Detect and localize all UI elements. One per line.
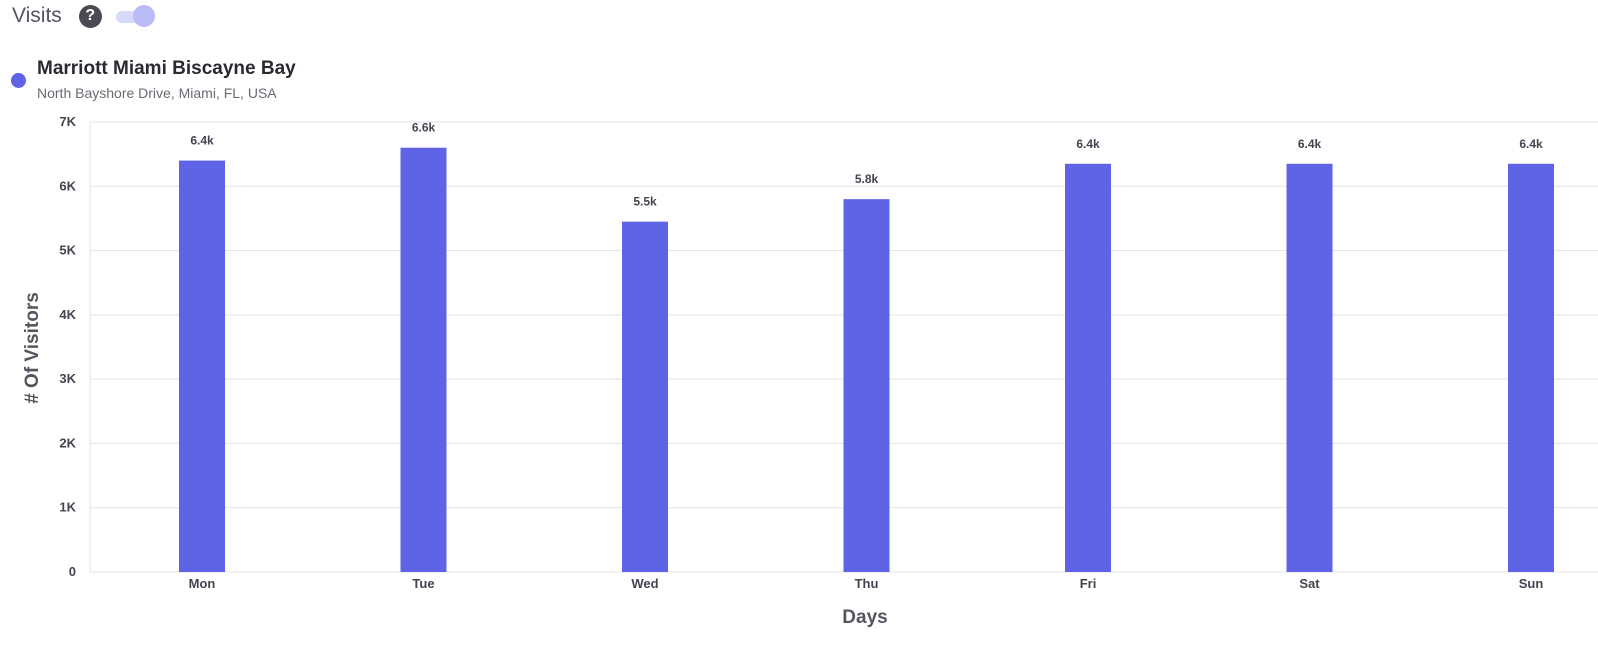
data-label-tue: 6.6k: [412, 121, 436, 135]
data-label-mon: 6.4k: [190, 134, 214, 148]
visits-header: Visits ?: [12, 0, 156, 32]
y-tick-label: 3K: [59, 371, 76, 386]
y-tick-label: 6K: [59, 178, 76, 193]
data-label-sat: 6.4k: [1298, 137, 1322, 151]
x-axis-title: Days: [842, 607, 887, 628]
bar-fri[interactable]: [1065, 163, 1111, 573]
visits-toggle[interactable]: [115, 4, 156, 28]
y-tick-label: 4K: [59, 307, 76, 322]
bar-tue[interactable]: [400, 147, 447, 572]
legend-location-name: Marriott Miami Biscayne Bay: [37, 58, 296, 79]
bar-sat[interactable]: [1286, 163, 1333, 573]
x-tick-label: Sun: [1519, 576, 1544, 591]
legend-dot: [11, 73, 26, 88]
question-circle-icon[interactable]: ?: [78, 4, 102, 28]
bar-sun[interactable]: [1508, 163, 1554, 573]
y-tick-label: 5K: [59, 243, 76, 258]
data-label-wed: 5.5k: [633, 195, 657, 209]
y-axis-title: # Of Visitors: [22, 292, 43, 404]
bar-mon[interactable]: [179, 160, 225, 573]
legend-text: Marriott Miami Biscayne Bay North Baysho…: [37, 58, 296, 101]
toggle-thumb[interactable]: [132, 5, 155, 27]
visits-title: Visits: [12, 4, 62, 27]
x-tick-label: Mon: [189, 576, 216, 591]
x-tick-label: Fri: [1080, 576, 1097, 591]
legend-location-address: North Bayshore Drive, Miami, FL, USA: [37, 85, 277, 101]
y-tick-label: 0: [69, 564, 76, 579]
bar-wed[interactable]: [622, 221, 668, 572]
data-label-thu: 5.8k: [855, 172, 879, 186]
x-tick-label: Thu: [855, 576, 879, 591]
chart-legend: Marriott Miami Biscayne Bay North Baysho…: [11, 58, 296, 101]
data-label-sun: 6.4k: [1519, 137, 1543, 151]
x-tick-label: Tue: [412, 576, 434, 591]
bar-thu[interactable]: [843, 199, 890, 572]
y-tick-label: 2K: [59, 435, 76, 450]
y-tick-label: 1K: [59, 500, 76, 515]
x-tick-label: Sat: [1299, 576, 1320, 591]
data-label-fri: 6.4k: [1076, 137, 1100, 151]
x-tick-label: Wed: [631, 576, 658, 591]
y-tick-label: 7K: [59, 114, 76, 129]
